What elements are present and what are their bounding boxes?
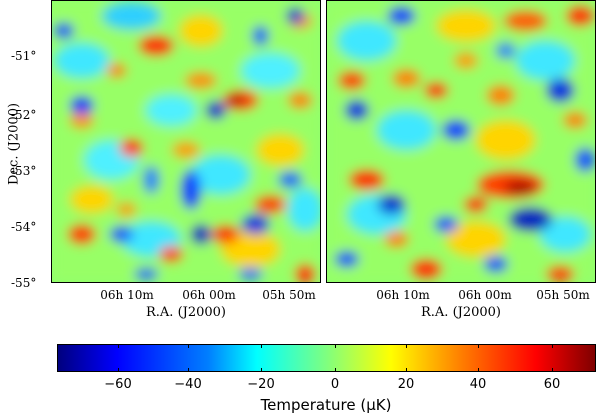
colorbar-tick bbox=[118, 344, 119, 372]
colorbar-title: Temperature (μK) bbox=[260, 396, 392, 414]
colorbar-tick bbox=[478, 344, 479, 372]
y-tick-label: -51° bbox=[11, 49, 37, 63]
x-tick-label: 06h 00m bbox=[182, 288, 236, 302]
y-tick-label: -54° bbox=[11, 220, 37, 234]
y-tick-label: -55° bbox=[11, 276, 37, 290]
colorbar-tick-label: 20 bbox=[397, 377, 415, 392]
colorbar-tick-label: 40 bbox=[469, 377, 487, 392]
x-tick-label: 05h 50m bbox=[262, 288, 316, 302]
colorbar bbox=[57, 344, 596, 372]
x-tick-label: 06h 00m bbox=[458, 288, 512, 302]
colorbar-tick bbox=[406, 344, 407, 372]
x-tick-label: 06h 10m bbox=[376, 288, 430, 302]
colorbar-tick-label: 0 bbox=[330, 377, 340, 392]
y-tick-label: -52° bbox=[11, 108, 37, 122]
colorbar-tick-label: −20 bbox=[247, 377, 275, 392]
colorbar-tick-label: 60 bbox=[543, 377, 561, 392]
colorbar-tick bbox=[335, 344, 336, 372]
temperature-map-left-image bbox=[52, 1, 320, 282]
x-tick-label: 06h 10m bbox=[100, 288, 154, 302]
colorbar-tick bbox=[188, 344, 189, 372]
colorbar-tick-label: −60 bbox=[104, 377, 132, 392]
colorbar-tick-label: −40 bbox=[174, 377, 202, 392]
colorbar-tick bbox=[261, 344, 262, 372]
temperature-map-left bbox=[51, 0, 321, 283]
x-axis-title-right: R.A. (J2000) bbox=[420, 305, 502, 320]
x-axis-title-left: R.A. (J2000) bbox=[145, 305, 227, 320]
temperature-map-right bbox=[326, 0, 596, 283]
x-tick-label: 05h 50m bbox=[536, 288, 590, 302]
colorbar-tick bbox=[552, 344, 553, 372]
y-tick-label: -53° bbox=[11, 164, 37, 178]
temperature-map-right-image bbox=[327, 1, 595, 282]
